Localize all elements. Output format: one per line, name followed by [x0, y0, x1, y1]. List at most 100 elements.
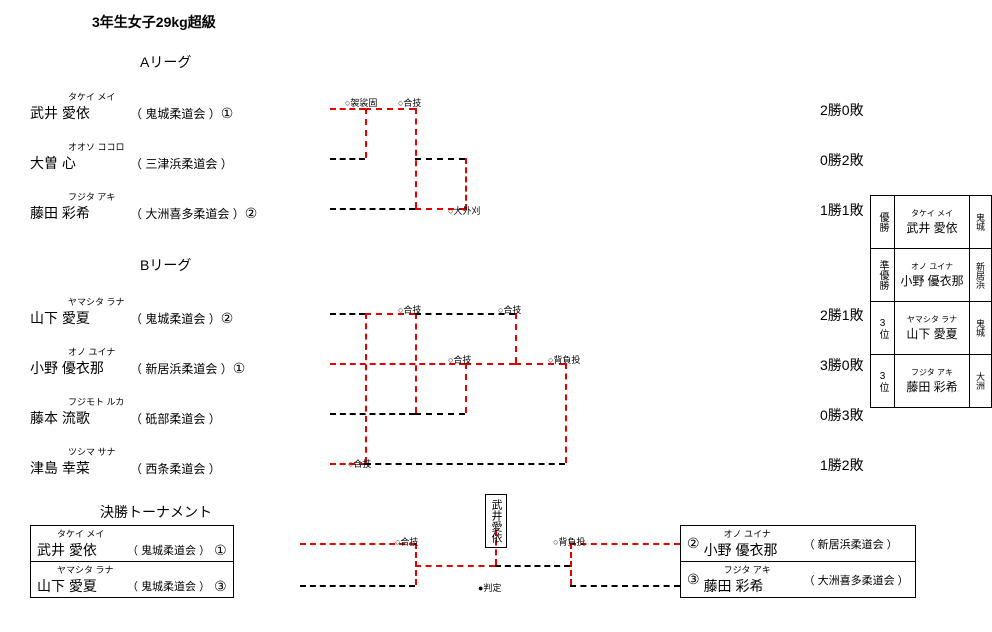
- player-club: （ 西条柔道会 ）: [130, 460, 221, 477]
- player-club: （ 大洲喜多柔道会 ）: [130, 205, 245, 222]
- player-club: （ 新居浜柔道会 ）: [130, 360, 233, 377]
- tech-label: ○袈裟固: [345, 96, 377, 109]
- finals-left: タケイ メイ 武井 愛依 （ 鬼城柔道会 ） ① ヤマシタ ラナ 山下 愛夏 （…: [30, 525, 234, 598]
- furigana: オノ ユイナ: [724, 527, 804, 540]
- player-club: （ 大洲喜多柔道会 ）: [804, 572, 909, 588]
- player-name: 藤田 彩希: [906, 380, 957, 394]
- furigana: オノ ユイナ: [68, 345, 245, 358]
- bracket-line: [515, 313, 517, 363]
- result-row: 3位 フジタ アキ 藤田 彩希 大洲: [871, 355, 992, 408]
- bracket-line: [330, 208, 415, 210]
- bracket-line: [415, 543, 417, 585]
- bracket-line: [415, 413, 465, 415]
- leagueA-record-1: 0勝2敗: [820, 150, 864, 170]
- furigana: フジタ アキ: [724, 563, 804, 576]
- player-name: 山下 愛夏: [906, 327, 957, 341]
- player-club: （ 三津浜柔道会 ）: [130, 155, 233, 172]
- leagueB-record-3: 1勝2敗: [820, 455, 864, 475]
- league-a-title: Aリーグ: [140, 52, 191, 72]
- bracket-line: [330, 363, 465, 365]
- furigana: フジタ アキ: [68, 190, 257, 203]
- bracket-line: [465, 363, 515, 365]
- furigana: フジモト ルカ: [68, 395, 221, 408]
- seed: ①: [214, 542, 227, 559]
- result-rank: 3位: [871, 355, 895, 408]
- bracket-line: [465, 158, 467, 210]
- tech-label: ○大外刈: [448, 204, 480, 217]
- result-rank: 優勝: [871, 196, 895, 249]
- tech-label: ○合技: [348, 457, 371, 470]
- player-name: 山下 愛夏: [30, 308, 130, 328]
- player-club: （ 砥部柔道会 ）: [130, 410, 221, 427]
- furigana: ヤマシタ ラナ: [899, 314, 965, 325]
- furigana: ツシマ サナ: [68, 445, 221, 458]
- furigana: タケイ メイ: [57, 527, 227, 540]
- leagueB-player-1: オノ ユイナ 小野 優衣那 （ 新居浜柔道会 ） ①: [30, 345, 245, 378]
- page-title: 3年生女子29kg超級: [92, 12, 216, 32]
- leagueB-record-0: 2勝1敗: [820, 305, 864, 325]
- seed: ②: [687, 535, 700, 552]
- player-name: 藤本 流歌: [30, 408, 130, 428]
- leagueB-record-1: 3勝0敗: [820, 355, 864, 375]
- bracket-line: [365, 108, 367, 158]
- seed: ③: [687, 571, 700, 588]
- player-name: 武井 愛依: [30, 103, 130, 123]
- bracket-line: [570, 543, 680, 545]
- furigana: ヤマシタ ラナ: [68, 295, 233, 308]
- player-name: 小野 優衣那: [900, 274, 963, 288]
- player-name: 山下 愛夏: [37, 576, 127, 596]
- leagueA-player-2: フジタ アキ 藤田 彩希 （ 大洲喜多柔道会 ） ②: [30, 190, 257, 223]
- bracket-line: [495, 565, 570, 567]
- bracket-line: [330, 158, 365, 160]
- player-name: 小野 優衣那: [30, 358, 130, 378]
- player-name: 小野 優衣那: [704, 540, 804, 560]
- leagueB-player-0: ヤマシタ ラナ 山下 愛夏 （ 鬼城柔道会 ） ②: [30, 295, 233, 328]
- bracket-line: [570, 585, 680, 587]
- player-name: 藤田 彩希: [30, 203, 130, 223]
- bracket-line: [415, 158, 465, 160]
- result-place: 鬼城: [970, 196, 992, 249]
- tech-label: ●判定: [478, 581, 501, 594]
- player-name: 武井 愛依: [906, 221, 957, 235]
- tech-label: ○合技: [498, 303, 521, 316]
- league-b-title: Bリーグ: [140, 255, 191, 275]
- result-rank: 3位: [871, 302, 895, 355]
- leagueB-player-2: フジモト ルカ 藤本 流歌 （ 砥部柔道会 ）: [30, 395, 221, 428]
- finals-right: ② オノ ユイナ 小野 優衣那 （ 新居浜柔道会 ） ③ フジタ アキ 藤田 彩…: [680, 525, 916, 598]
- seed: ①: [233, 360, 246, 377]
- bracket-line: [570, 543, 572, 585]
- furigana: タケイ メイ: [68, 90, 233, 103]
- bracket-line: [330, 413, 415, 415]
- furigana: フジタ アキ: [899, 367, 965, 378]
- bracket-line: [365, 463, 565, 465]
- leagueA-record-2: 1勝1敗: [820, 200, 864, 220]
- furigana: オオソ ココロ: [68, 140, 233, 153]
- leagueA-record-0: 2勝0敗: [820, 100, 864, 120]
- tech-label: ○合技: [395, 535, 418, 548]
- player-club: （ 鬼城柔道会 ）: [127, 578, 210, 594]
- result-place: 新居浜: [970, 249, 992, 302]
- player-club: （ 鬼城柔道会 ）: [127, 542, 210, 558]
- leagueB-player-3: ツシマ サナ 津島 幸菜 （ 西条柔道会 ）: [30, 445, 221, 478]
- player-name: 津島 幸菜: [30, 458, 130, 478]
- result-row: 3位 ヤマシタ ラナ 山下 愛夏 鬼城: [871, 302, 992, 355]
- bracket-line: [365, 313, 367, 463]
- tech-label: ○合技: [448, 353, 471, 366]
- tech-label: ○合技: [398, 96, 421, 109]
- result-place: 大洲: [970, 355, 992, 408]
- result-row: 準優勝 オノ ユイナ 小野 優衣那 新居浜: [871, 249, 992, 302]
- result-place: 鬼城: [970, 302, 992, 355]
- tech-label: ○合技: [398, 303, 421, 316]
- finals-title: 決勝トーナメント: [100, 502, 212, 522]
- bracket-line: [565, 363, 567, 463]
- leagueB-record-2: 0勝3敗: [820, 405, 864, 425]
- seed: ③: [214, 578, 227, 595]
- seed: ②: [221, 310, 234, 327]
- result-rank: 準優勝: [871, 249, 895, 302]
- furigana: オノ ユイナ: [899, 261, 965, 272]
- player-name: 大曽 心: [30, 153, 130, 173]
- bracket-line: [300, 585, 415, 587]
- seed: ①: [221, 105, 234, 122]
- bracket-line: [465, 363, 467, 413]
- player-name: 藤田 彩希: [704, 576, 804, 596]
